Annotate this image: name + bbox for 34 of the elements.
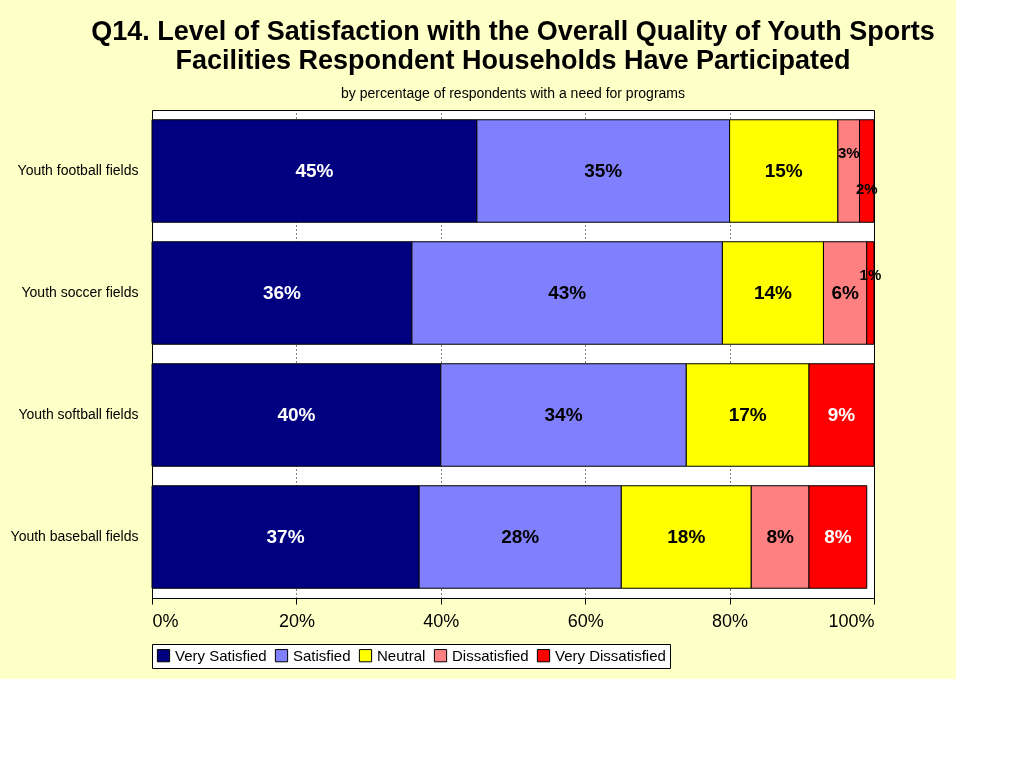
y-tick-label: Youth football fields bbox=[17, 162, 139, 178]
x-tick-label: 20% bbox=[278, 610, 315, 631]
data-label: 40% bbox=[277, 404, 316, 425]
data-label: 15% bbox=[764, 160, 803, 181]
x-tick-label: 60% bbox=[567, 610, 604, 631]
data-label: 14% bbox=[753, 282, 793, 303]
data-label: 37% bbox=[266, 526, 305, 547]
legend-label: Dissatisfied bbox=[452, 646, 529, 664]
legend-label: Satisfied bbox=[293, 646, 351, 664]
data-label: 3% bbox=[837, 144, 860, 161]
data-label: 28% bbox=[501, 526, 540, 547]
y-tick-label: Youth soccer fields bbox=[21, 284, 139, 300]
legend-label: Very Satisfied bbox=[175, 646, 267, 664]
y-tick-label: Youth softball fields bbox=[18, 406, 139, 422]
x-tick-label: 100% bbox=[828, 610, 875, 631]
data-label: 8% bbox=[824, 526, 852, 547]
x-tick-label: 0% bbox=[152, 610, 179, 631]
chart-subtitle: by percentage of respondents with a need for programs bbox=[341, 85, 685, 101]
legend-label: Very Dissatisfied bbox=[555, 646, 666, 664]
data-label: 34% bbox=[544, 404, 583, 425]
data-label: 45% bbox=[295, 160, 334, 181]
data-label: 17% bbox=[728, 404, 767, 425]
data-label: 6% bbox=[831, 282, 859, 303]
x-tick-label: 80% bbox=[712, 610, 749, 631]
data-label: 36% bbox=[262, 282, 302, 303]
x-tick-label: 40% bbox=[423, 610, 460, 631]
data-label: 9% bbox=[827, 404, 856, 425]
data-label: 18% bbox=[667, 526, 706, 547]
data-label: 8% bbox=[766, 526, 794, 547]
y-tick-label: Youth baseball fields bbox=[10, 528, 139, 544]
chart-title: Q14. Level of Satisfaction with the Overall Quality of Youth Sports Facilities Respondent Households Have Participated bbox=[91, 16, 935, 75]
legend-label: Neutral bbox=[377, 646, 426, 664]
data-label: 43% bbox=[548, 282, 587, 303]
data-label: 35% bbox=[584, 160, 623, 181]
